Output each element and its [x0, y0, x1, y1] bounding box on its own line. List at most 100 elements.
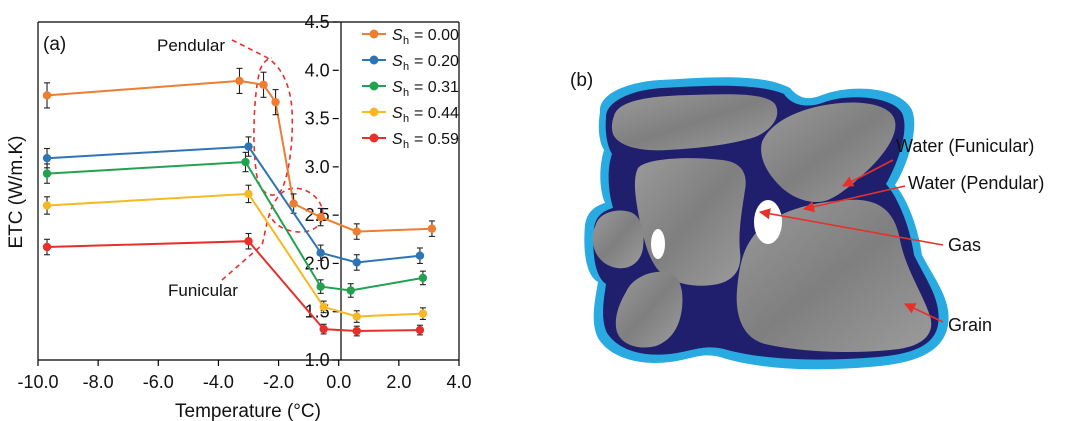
y-tick-label: 3.5 — [305, 109, 330, 129]
annotation-loops — [221, 39, 324, 281]
series-4 — [42, 232, 425, 337]
grain-right-large — [736, 199, 932, 352]
legend-symbol: S — [392, 53, 403, 70]
data-point — [42, 201, 52, 210]
annotation-funicular: Funicular — [168, 281, 238, 300]
legend-marker — [369, 107, 379, 117]
label-gas: Gas — [948, 235, 981, 255]
legend-symbol: S — [392, 105, 403, 122]
x-tick-label: -4.0 — [203, 372, 234, 392]
data-point — [271, 97, 280, 107]
gas-pore-small — [651, 229, 665, 259]
legend-symbol: S — [392, 131, 403, 148]
data-point — [42, 242, 52, 252]
legend-symbol: S — [392, 79, 403, 96]
series-line — [46, 160, 424, 292]
legend-marker — [369, 81, 379, 91]
arrow-water-funicular — [842, 159, 894, 187]
label-water-funicular: Water (Funicular) — [896, 136, 1034, 156]
series-line — [46, 79, 432, 233]
x-tick-label: -8.0 — [83, 372, 114, 392]
series-3 — [42, 184, 428, 323]
legend-marker — [369, 29, 379, 39]
grain-top-right — [761, 102, 896, 203]
arrow-gas — [758, 208, 944, 246]
panel-label-b: (b) — [570, 70, 593, 91]
data-point — [244, 189, 253, 199]
data-point — [352, 227, 361, 236]
data-point — [316, 212, 325, 222]
legend-marker — [369, 133, 379, 143]
y-ticks: 1.01.52.02.53.03.54.04.5 — [305, 12, 339, 370]
legend-subscript: h — [403, 35, 409, 47]
legend-value: = 0.44 — [414, 105, 459, 122]
x-tick-label: 0.0 — [326, 372, 351, 392]
x-tick-label: 4.0 — [446, 372, 471, 392]
y-tick-label: 1.0 — [305, 350, 330, 370]
pendular-region-loop — [231, 39, 294, 196]
x-tick-label: -2.0 — [263, 372, 294, 392]
data-point — [42, 91, 52, 100]
series-2 — [42, 151, 428, 298]
data-point — [415, 251, 425, 260]
data-point — [316, 248, 325, 258]
legend-subscript: h — [403, 61, 409, 73]
data-point — [319, 302, 328, 312]
series-0 — [42, 67, 437, 240]
data-point — [415, 325, 425, 335]
arrow-water-pendular — [802, 185, 906, 213]
x-tick-label: -6.0 — [143, 372, 174, 392]
y-tick-label: 4.5 — [305, 12, 330, 32]
legend-subscript: h — [403, 113, 409, 125]
arrow-grain — [903, 303, 944, 323]
data-point — [352, 312, 361, 321]
series-1 — [42, 136, 425, 271]
label-grain: Grain — [948, 315, 992, 335]
grain-top-left — [611, 94, 778, 151]
data-point — [316, 282, 325, 291]
y-axis-label: ETC (W/m.K) — [6, 136, 27, 249]
data-point — [259, 80, 268, 89]
data-point — [42, 153, 52, 163]
gas-pore-large — [754, 200, 782, 244]
data-point — [352, 258, 361, 267]
legend-value: = 0.00 — [414, 27, 459, 44]
data-point — [352, 326, 361, 336]
diagram-panel: (b) Water (Funicular) Water (Pendular) G… — [570, 70, 1044, 370]
legend-value: = 0.31 — [414, 79, 459, 96]
data-point — [418, 309, 428, 318]
data-point — [418, 273, 428, 283]
x-tick-label: -10.0 — [17, 372, 58, 392]
data-point — [427, 224, 437, 233]
x-ticks: -10.0 -8.0 -6.0 -4.0 -2.0 0.0 2.0 4.0 — [17, 360, 472, 392]
data-point — [241, 157, 250, 167]
grain-bottom-left — [615, 271, 683, 348]
y-tick-label: 3.0 — [305, 157, 330, 177]
legend-symbol: S — [392, 27, 403, 44]
data-point — [244, 237, 253, 246]
data-point — [319, 324, 328, 334]
legend-value: = 0.59 — [414, 131, 459, 148]
x-axis-label: Temperature (°C) — [175, 401, 321, 421]
grain-left-small — [592, 210, 644, 269]
data-point — [42, 169, 52, 178]
plot-frame — [37, 21, 460, 361]
annotation-pendular: Pendular — [157, 36, 225, 55]
data-point — [346, 286, 355, 295]
series-layer — [42, 67, 437, 337]
panel-label-a: (a) — [43, 34, 66, 55]
data-point — [235, 76, 244, 86]
label-water-pendular: Water (Pendular) — [908, 173, 1044, 193]
funicular-region-loop — [221, 187, 324, 281]
legend-marker — [369, 55, 379, 65]
data-point — [289, 199, 298, 208]
legend-subscript: h — [403, 87, 409, 99]
legend-subscript: h — [403, 139, 409, 151]
